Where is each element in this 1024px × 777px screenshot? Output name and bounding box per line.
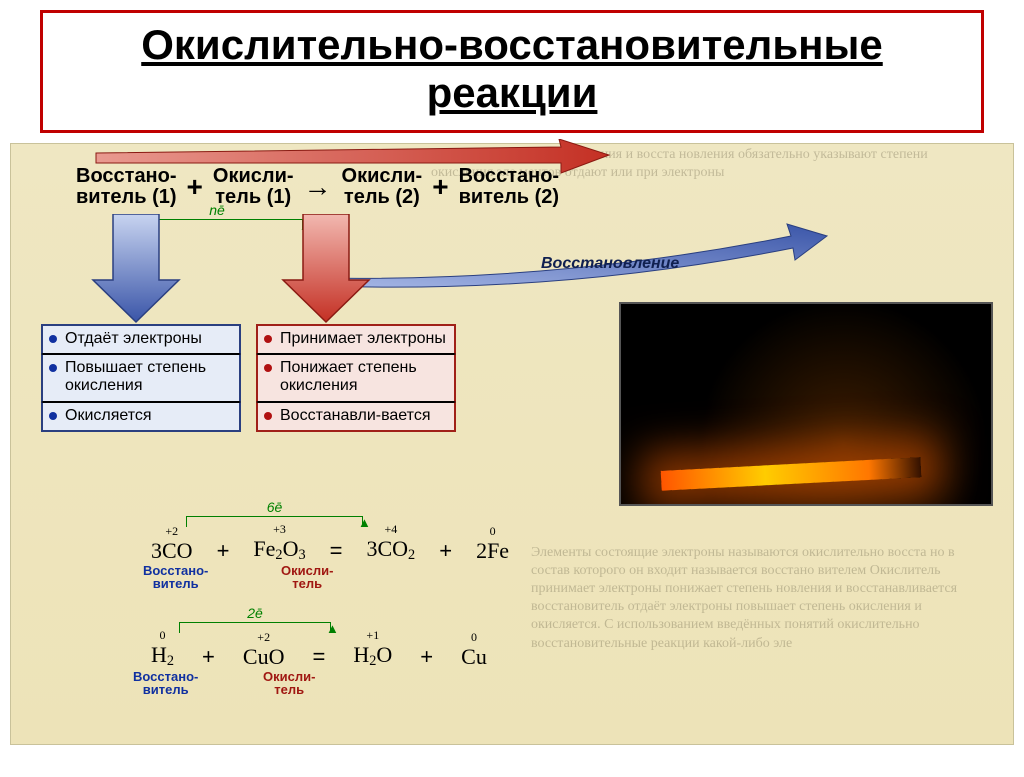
eq1-p1: +43CO2 — [366, 536, 415, 564]
equation-1: +23CO + +3Fe2O3 = +43CO2 + 02Fe Восстано… — [151, 536, 509, 564]
reducer-properties-box: Отдаёт электроны Повышает степень окисле… — [41, 324, 241, 433]
blue-item-2: Повышает степень окисления — [41, 354, 241, 402]
red-item-text-2: Понижает степень окисления — [280, 359, 448, 396]
furnace-photo — [619, 302, 993, 506]
electron-label-eq2: 2ē — [247, 605, 263, 621]
eq1-p2: 02Fe — [476, 538, 509, 564]
bullet-dot — [264, 364, 272, 372]
electron-label-eq1: 6ē — [267, 499, 283, 515]
eq2-oxidizer-label: Окисли- тель — [263, 670, 315, 697]
blue-item-text-1: Отдаёт электроны — [65, 330, 202, 348]
blue-item-text-3: Окисляется — [65, 407, 152, 425]
eq2-reducer-label: Восстано- витель — [133, 670, 198, 697]
red-item-3: Восстанавли-вается — [256, 402, 456, 432]
equation-2: 0H2 + +2CuO = +1H2O + 0Cu Восстано- вите… — [151, 642, 487, 670]
eq1-r2: +3Fe2O3 — [253, 536, 305, 564]
restore-label-text: Восстановление — [541, 255, 679, 272]
bullet-dot — [49, 412, 57, 420]
eq1-reducer-label: Восстано- витель — [143, 564, 208, 591]
red-item-1: Принимает электроны — [256, 324, 456, 354]
plus-2: + — [422, 171, 458, 203]
eq1-oxidizer-label: Окисли- тель — [281, 564, 333, 591]
eq2-p2: 0Cu — [461, 644, 487, 670]
plus-1: + — [177, 171, 213, 203]
red-item-2: Понижает степень окисления — [256, 354, 456, 402]
oxidizer-properties-box: Принимает электроны Понижает степень оки… — [256, 324, 456, 433]
bullet-dot — [264, 412, 272, 420]
eq2-r2: +2CuO — [243, 644, 285, 670]
bullet-dot — [49, 364, 57, 372]
electron-label-n: nē — [209, 202, 225, 218]
blue-item-3: Окисляется — [41, 402, 241, 432]
reaction-arrow: → — [294, 171, 342, 203]
blue-item-text-2: Повышает степень окисления — [65, 359, 233, 396]
diagram-area: в уравнении реакции окисления и восста н… — [10, 143, 1014, 745]
ghost-text-2: Элементы состоящие электроны называются … — [531, 544, 991, 653]
bullet-dot — [49, 335, 57, 343]
electron-arrowhead-eq1: ▲ — [358, 515, 371, 530]
bullet-dot — [264, 335, 272, 343]
blue-down-arrow — [91, 214, 181, 324]
blue-item-1: Отдаёт электроны — [41, 324, 241, 354]
title-box: Окислительно-восстановительные реакции — [40, 10, 984, 133]
eq2-r1: 0H2 — [151, 642, 174, 670]
electron-bracket-eq2: 2ē — [179, 622, 331, 633]
red-down-arrow — [281, 214, 371, 324]
page-title: Окислительно-восстановительные реакции — [63, 21, 961, 118]
blue-restore-arrow: Восстановление — [311, 222, 831, 293]
red-cross-arrow — [91, 139, 611, 175]
red-item-text-3: Восстанавли-вается — [280, 407, 430, 425]
red-item-text-1: Принимает электроны — [280, 330, 446, 348]
eq1-r1: +23CO — [151, 538, 193, 564]
eq2-p1: +1H2O — [353, 642, 392, 670]
electron-arrowhead-eq2: ▲ — [326, 621, 339, 636]
